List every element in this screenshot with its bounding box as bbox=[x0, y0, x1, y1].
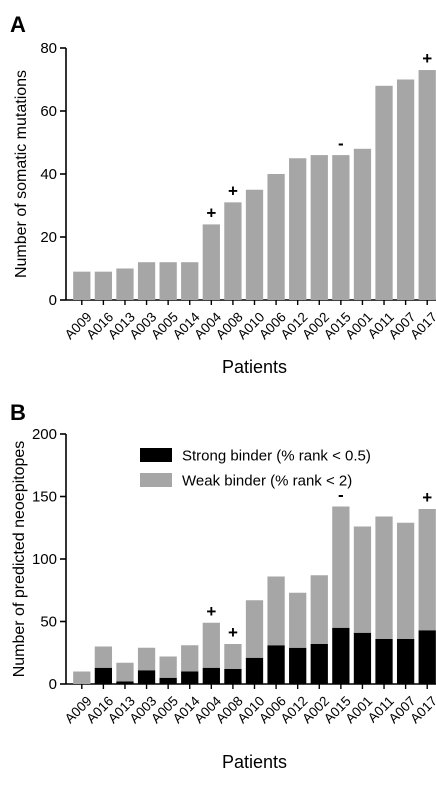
chart-1-bar-weak-A004 bbox=[202, 622, 220, 668]
chart-0-bar-A008 bbox=[224, 202, 242, 300]
chart-1-bar-weak-A012 bbox=[289, 592, 307, 648]
chart-1-annotation-marker: + bbox=[206, 602, 216, 621]
chart-1-bar-weak-A002 bbox=[310, 575, 328, 644]
chart-0-y-tick-label: 40 bbox=[40, 166, 57, 183]
chart-0-bar-A005 bbox=[159, 262, 177, 300]
chart-0-annotation-marker: + bbox=[422, 49, 432, 68]
chart-0-bar-A013 bbox=[116, 268, 134, 300]
chart-0-bar-A015 bbox=[332, 155, 350, 300]
chart-0-y-tick-label: 60 bbox=[40, 103, 57, 120]
chart-1-y-axis-title: Number of predicted neoepitopes bbox=[11, 441, 28, 678]
chart-0-annotation-marker: + bbox=[206, 203, 216, 222]
chart-1-bar-weak-A001 bbox=[353, 526, 372, 633]
chart-1-annotation-marker: + bbox=[228, 623, 238, 642]
chart-1-y-tick-label: 150 bbox=[32, 489, 57, 506]
chart-1-bar-strong-A004 bbox=[202, 667, 220, 684]
chart-1-bar-weak-A007 bbox=[396, 522, 415, 639]
chart-1-y-tick-label: 200 bbox=[32, 426, 57, 443]
chart-1-annotation-marker: - bbox=[338, 486, 344, 505]
chart-1-bar-strong-A005 bbox=[159, 677, 177, 684]
chart-0-bar-A007 bbox=[396, 79, 415, 300]
chart-1-bar-weak-A009 bbox=[73, 671, 91, 684]
chart-0-bar-A001 bbox=[353, 148, 372, 300]
chart-0-bar-A009 bbox=[73, 271, 91, 300]
chart-1-bar-strong-A014 bbox=[181, 671, 199, 684]
panel-letter-b: B bbox=[10, 400, 26, 425]
chart-1-bar-strong-A011 bbox=[375, 639, 393, 684]
chart-0-bar-A011 bbox=[375, 85, 393, 300]
chart-1-bar-weak-A016 bbox=[94, 646, 113, 668]
chart-0-y-axis-title: Number of somatic mutations bbox=[13, 70, 30, 278]
chart-1-bar-strong-A002 bbox=[310, 644, 328, 684]
chart-1-bar-weak-A014 bbox=[181, 645, 199, 672]
chart-1-legend-label: Weak binder (% rank < 2) bbox=[182, 473, 352, 490]
chart-1-bar-weak-A011 bbox=[375, 516, 393, 639]
chart-1-legend-swatch bbox=[140, 473, 172, 487]
panel-letter-a: A bbox=[10, 12, 26, 37]
chart-0-y-tick-label: 80 bbox=[40, 40, 57, 57]
chart-0-bar-A012 bbox=[289, 158, 307, 300]
chart-1-bar-weak-A010 bbox=[245, 600, 264, 658]
chart-0-annotation-marker: + bbox=[228, 181, 238, 200]
chart-0-y-tick-label: 20 bbox=[40, 229, 57, 246]
chart-0-annotation-marker: - bbox=[338, 134, 344, 153]
chart-1-bar-strong-A008 bbox=[224, 669, 242, 684]
chart-1-bar-strong-A007 bbox=[396, 639, 415, 684]
panel-a-bar-chart: A 020406080A009A016A013A003A005A014A004+… bbox=[10, 12, 436, 377]
chart-1-bar-weak-A008 bbox=[224, 644, 242, 669]
chart-1-bar-strong-A013 bbox=[116, 681, 134, 684]
chart-1-y-tick-label: 100 bbox=[32, 551, 57, 568]
chart-1-legend-swatch bbox=[140, 448, 172, 462]
chart-0-bar-A016 bbox=[94, 271, 113, 300]
chart-1-bar-strong-A010 bbox=[245, 657, 264, 684]
chart-1-x-axis-title: Patients bbox=[222, 752, 287, 772]
chart-0-y-tick-label: 0 bbox=[49, 292, 57, 309]
chart-1-legend-label: Strong binder (% rank < 0.5) bbox=[182, 448, 371, 465]
chart-0-bar-A003 bbox=[137, 262, 156, 300]
chart-1-bar-strong-A015 bbox=[332, 627, 350, 684]
chart-1-bar-weak-A005 bbox=[159, 656, 177, 678]
chart-1-y-tick-label: 0 bbox=[49, 676, 57, 693]
chart-0-x-axis-title: Patients bbox=[222, 357, 287, 377]
chart-1-bar-strong-A016 bbox=[94, 667, 113, 684]
chart-1-bar-strong-A012 bbox=[289, 647, 307, 684]
chart-0-bar-A002 bbox=[310, 155, 328, 300]
chart-1-bar-weak-A017 bbox=[418, 509, 436, 631]
chart-0-bar-A006 bbox=[267, 174, 285, 300]
chart-0-bar-A014 bbox=[181, 262, 199, 300]
chart-1-bar-strong-A003 bbox=[137, 670, 156, 684]
chart-0-bar-A017 bbox=[418, 70, 436, 300]
chart-1-y-tick-label: 50 bbox=[40, 614, 57, 631]
chart-1-bar-weak-A015 bbox=[332, 506, 350, 628]
chart-1-bar-strong-A006 bbox=[267, 645, 285, 684]
chart-1-annotation-marker: + bbox=[422, 488, 432, 507]
chart-1-bar-strong-A017 bbox=[418, 630, 436, 684]
chart-1-bar-weak-A003 bbox=[137, 647, 156, 671]
chart-0-bar-A004 bbox=[202, 224, 220, 300]
chart-1-bar-weak-A006 bbox=[267, 576, 285, 646]
chart-1-bar-weak-A013 bbox=[116, 662, 134, 682]
chart-1-bar-strong-A001 bbox=[353, 632, 372, 684]
chart-0-bar-A010 bbox=[245, 189, 264, 300]
panel-b-stacked-bar-chart: B 050100150200A009A016A013A003A005A014A0… bbox=[10, 400, 436, 772]
